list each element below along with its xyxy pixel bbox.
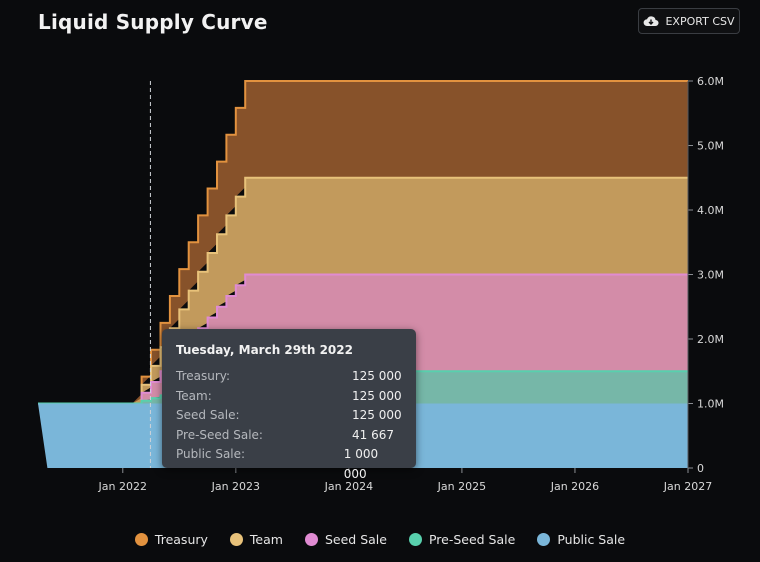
tooltip-row-value: 125 000 — [352, 388, 402, 403]
y-tick-label: 4.0M — [697, 204, 724, 217]
x-tick-label: Jan 2026 — [550, 480, 599, 493]
tooltip-row: Treasury: 125 000 — [176, 367, 402, 387]
tooltip-row-label: Treasury: — [176, 369, 231, 383]
y-tick-label: 5.0M — [697, 140, 724, 153]
legend-label: Seed Sale — [324, 532, 387, 547]
cloud-download-icon — [643, 15, 660, 27]
tooltip-row: Seed Sale: 125 000 — [176, 406, 402, 426]
chart-title: Liquid Supply Curve — [38, 10, 268, 34]
legend-swatch — [229, 533, 243, 546]
tooltip-row-value: 41 667 — [352, 427, 394, 442]
y-tick-label: 3.0M — [697, 269, 724, 282]
chart-legend: Treasury Team Seed Sale Pre-Seed Sale Public… — [0, 532, 760, 547]
tooltip-row-label: Pre-Seed Sale: — [176, 427, 263, 442]
area-team — [38, 177, 688, 404]
tooltip-row: Public Sale: 1 000 000 — [176, 445, 402, 484]
x-tick-label: Jan 2025 — [437, 480, 486, 493]
line-team — [38, 176, 688, 405]
export-csv-button[interactable]: EXPORT CSV — [638, 8, 740, 34]
legend-label: Team — [249, 532, 283, 547]
tooltip-title: Tuesday, March 29th 2022 — [176, 343, 353, 357]
export-csv-label: EXPORT CSV — [665, 14, 735, 28]
tooltip-row-label: Public Sale: — [176, 447, 246, 461]
area-treasury — [38, 81, 688, 404]
legend-label: Public Sale — [557, 532, 626, 547]
legend-label: Treasury — [154, 532, 208, 547]
tooltip-row-label: Seed Sale: — [176, 408, 240, 422]
tooltip-row: Team: 125 000 — [176, 387, 402, 407]
legend-swatch — [304, 533, 318, 546]
x-tick-label: Jan 2022 — [98, 480, 147, 493]
legend-label: Pre-Seed Sale — [428, 532, 516, 547]
x-tick-label: Jan 2027 — [663, 480, 712, 493]
tooltip-row-value: 1 000 000 — [343, 447, 379, 481]
line-treasury — [38, 80, 688, 405]
y-tick-label: 6.0M — [697, 75, 724, 88]
x-tick-label: Jan 2023 — [211, 480, 260, 493]
tooltip-row: Pre-Seed Sale: 41 667 — [176, 426, 402, 446]
legend-swatch — [134, 533, 148, 546]
tooltip-row-value: 125 000 — [352, 408, 402, 422]
line-seed-sale — [38, 273, 688, 405]
legend-item-team[interactable]: Team — [229, 532, 283, 547]
legend-item-treasury[interactable]: Treasury — [134, 532, 208, 547]
chart-tooltip: Tuesday, March 29th 2022 Treasury: 125 00… — [162, 329, 416, 481]
legend-swatch — [537, 533, 551, 546]
y-tick-label: 2.0M — [697, 333, 724, 346]
y-tick-label: 0 — [697, 462, 704, 475]
legend-item-public-sale[interactable]: Public Sale — [537, 532, 625, 547]
y-tick-label: 1.0M — [697, 398, 724, 411]
tooltip-row-value: 125 000 — [352, 369, 402, 383]
legend-item-seed-sale[interactable]: Seed Sale — [304, 532, 387, 547]
tooltip-row-label: Team: — [176, 388, 212, 403]
x-tick-label: Jan 2024 — [324, 480, 373, 493]
legend-swatch — [408, 533, 422, 546]
legend-item-pre-seed-sale[interactable]: Pre-Seed Sale — [408, 532, 516, 547]
